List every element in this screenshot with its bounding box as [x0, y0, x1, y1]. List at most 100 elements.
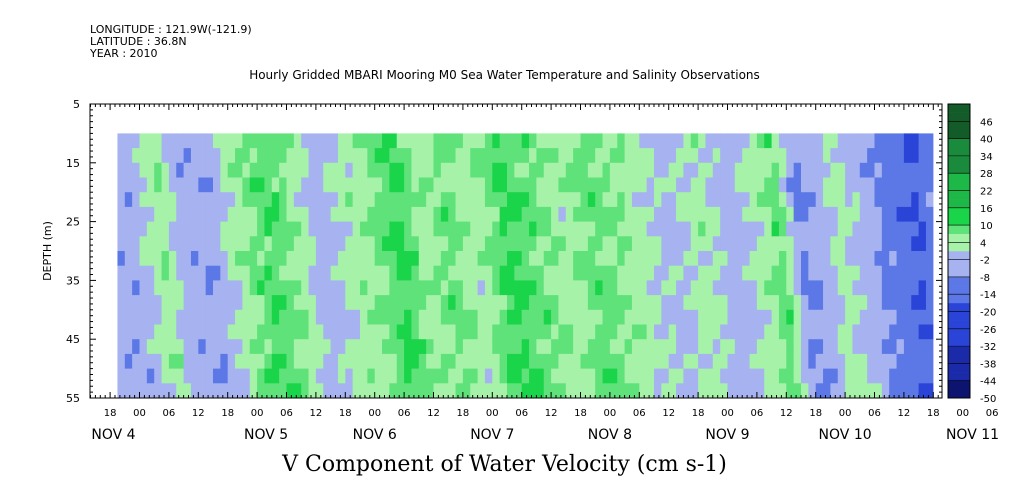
heat-cell — [845, 133, 853, 149]
heat-cell — [139, 236, 148, 252]
heat-cell — [705, 162, 714, 178]
heat-cell — [631, 295, 640, 311]
heat-cell — [279, 221, 287, 237]
heat-cell — [771, 251, 780, 267]
heat-cell — [646, 162, 655, 178]
heat-cell — [529, 133, 537, 149]
heat-cell — [396, 177, 405, 193]
heat-cell — [808, 309, 817, 325]
heat-cell — [411, 295, 420, 311]
heat-cell — [925, 383, 934, 399]
heat-cell — [631, 236, 640, 252]
heat-cell — [440, 192, 449, 208]
heat-cell — [587, 148, 596, 164]
heat-cell — [639, 177, 648, 193]
colorbar-swatch — [948, 112, 970, 122]
heat-cell — [418, 148, 427, 164]
x-hour-label: 06 — [751, 408, 764, 419]
heat-cell — [521, 324, 530, 340]
heat-cell — [235, 383, 243, 399]
heat-cell — [382, 162, 390, 178]
heat-cell — [609, 265, 618, 281]
heat-cell — [925, 280, 934, 296]
heat-cell — [529, 177, 537, 193]
heat-cell — [617, 368, 625, 384]
heat-cell — [396, 309, 405, 325]
heat-cell — [360, 192, 368, 208]
y-axis-label: DEPTH (m) — [41, 221, 54, 281]
colorbar-swatch — [948, 199, 970, 209]
heat-cell — [433, 236, 442, 252]
heat-cell — [580, 383, 589, 399]
heat-cell — [859, 251, 868, 267]
heat-cell — [580, 162, 589, 178]
heat-cell — [213, 133, 221, 149]
heat-cell — [154, 368, 162, 384]
heat-cell — [705, 280, 714, 296]
heat-cell — [624, 206, 633, 222]
heat-cell — [617, 353, 625, 369]
heat-cell — [183, 324, 192, 340]
heat-cell — [793, 324, 802, 340]
heat-cell — [132, 251, 140, 267]
heat-cell — [595, 309, 603, 325]
heat-cell — [271, 353, 280, 369]
heat-cell — [587, 221, 596, 237]
heat-cell — [859, 221, 868, 237]
heat-cell — [661, 251, 670, 267]
heat-cell — [617, 251, 625, 267]
heat-cell — [867, 383, 875, 399]
heat-cell — [396, 383, 405, 399]
heat-cell — [521, 383, 530, 399]
heat-cell — [881, 280, 890, 296]
x-hour-label: 00 — [486, 408, 499, 419]
heat-cell — [786, 295, 795, 311]
heat-cell — [279, 383, 287, 399]
heat-cell — [235, 236, 243, 252]
heat-cell — [764, 353, 772, 369]
colorbar-label: 28 — [980, 169, 993, 180]
heat-cell — [654, 295, 662, 311]
heat-cell — [139, 295, 148, 311]
heat-cell — [720, 192, 728, 208]
heat-cell — [161, 177, 170, 193]
heat-cell — [609, 148, 618, 164]
heat-cell — [190, 221, 199, 237]
heat-cell — [301, 295, 309, 311]
heat-cell — [154, 133, 162, 149]
heat-cell — [756, 221, 765, 237]
heat-cell — [183, 177, 192, 193]
heat-cell — [514, 353, 523, 369]
colorbar-label: -32 — [980, 342, 996, 353]
heat-cell — [845, 177, 853, 193]
heat-cell — [293, 280, 302, 296]
heat-cell — [308, 324, 317, 340]
heat-cell — [595, 133, 603, 149]
heat-cell — [830, 368, 839, 384]
heat-cell — [720, 265, 728, 281]
heat-cell — [801, 133, 809, 149]
heat-cell — [301, 162, 309, 178]
heat-cell — [881, 295, 890, 311]
heat-cell — [426, 383, 434, 399]
heat-cell — [690, 309, 699, 325]
heat-cell — [587, 324, 596, 340]
heat-cell — [514, 148, 523, 164]
heat-cell — [654, 133, 662, 149]
heat-cell — [345, 251, 354, 267]
heat-cell — [676, 251, 684, 267]
heat-cell — [896, 148, 905, 164]
year-label: YEAR : 2010 — [90, 47, 158, 60]
heat-cell — [242, 280, 251, 296]
heat-cell — [852, 192, 861, 208]
heat-cell — [595, 383, 603, 399]
heat-cell — [235, 251, 243, 267]
heat-cell — [859, 295, 868, 311]
heat-cell — [271, 295, 280, 311]
heat-cell — [242, 339, 251, 355]
heat-cell — [183, 265, 192, 281]
heat-cell — [154, 383, 162, 399]
heat-cell — [536, 206, 545, 222]
